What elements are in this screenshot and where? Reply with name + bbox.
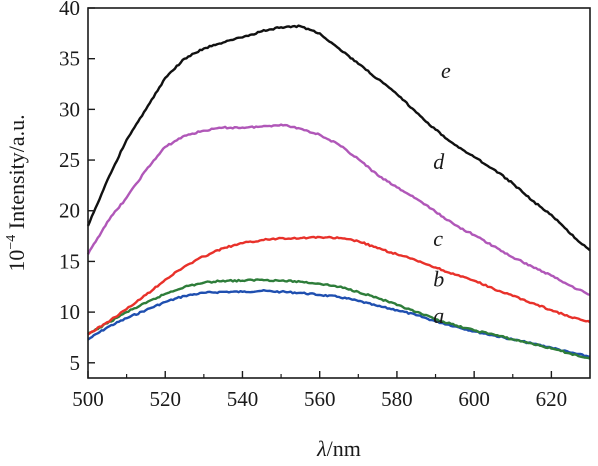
x-axis-title: λ/nm [316, 436, 361, 461]
x-axis-unit: /nm [327, 436, 361, 461]
series-label-a: a [433, 303, 444, 328]
plot-frame [87, 7, 591, 379]
series-label-d: d [433, 149, 445, 174]
x-tick-label: 620 [536, 387, 568, 411]
series-label-e: e [441, 58, 451, 83]
y-tick-label: 15 [59, 249, 80, 273]
x-axis-symbol: λ [316, 436, 327, 461]
series-line-e [86, 24, 591, 252]
y-tick-label: 25 [59, 148, 80, 172]
series-label-b: b [433, 267, 444, 292]
y-axis-text: Intensity/a.u. [4, 114, 29, 234]
x-tick-label: 580 [381, 387, 413, 411]
y-axis-base: 10 [4, 250, 29, 272]
y-tick-label: 30 [59, 97, 80, 121]
x-tick-label: 540 [227, 387, 259, 411]
series-layer [86, 24, 591, 360]
y-tick-label: 20 [59, 199, 80, 223]
x-tick-label: 500 [72, 387, 104, 411]
series-line-d [86, 123, 591, 297]
y-tick-label: 35 [59, 47, 80, 71]
x-tick-label: 560 [304, 387, 336, 411]
y-tick-label: 5 [70, 351, 81, 375]
y-tick-label: 10 [59, 300, 80, 324]
series-line-b [87, 278, 591, 360]
series-line-a [87, 289, 591, 358]
ticks-layer: 500 520 540 560 580 600 620 5 10 15 20 25 30 35 40 [59, 0, 567, 411]
y-tick-label: 40 [59, 0, 80, 20]
series-label-c: c [433, 226, 443, 251]
x-tick-label: 600 [458, 387, 490, 411]
series-labels-layer: abc d e [433, 58, 451, 328]
series-line-c [87, 235, 591, 336]
y-axis-exponent: −4 [4, 235, 19, 250]
x-tick-label: 520 [149, 387, 181, 411]
y-axis-title: 10−4 Intensity/a.u. [4, 114, 29, 271]
